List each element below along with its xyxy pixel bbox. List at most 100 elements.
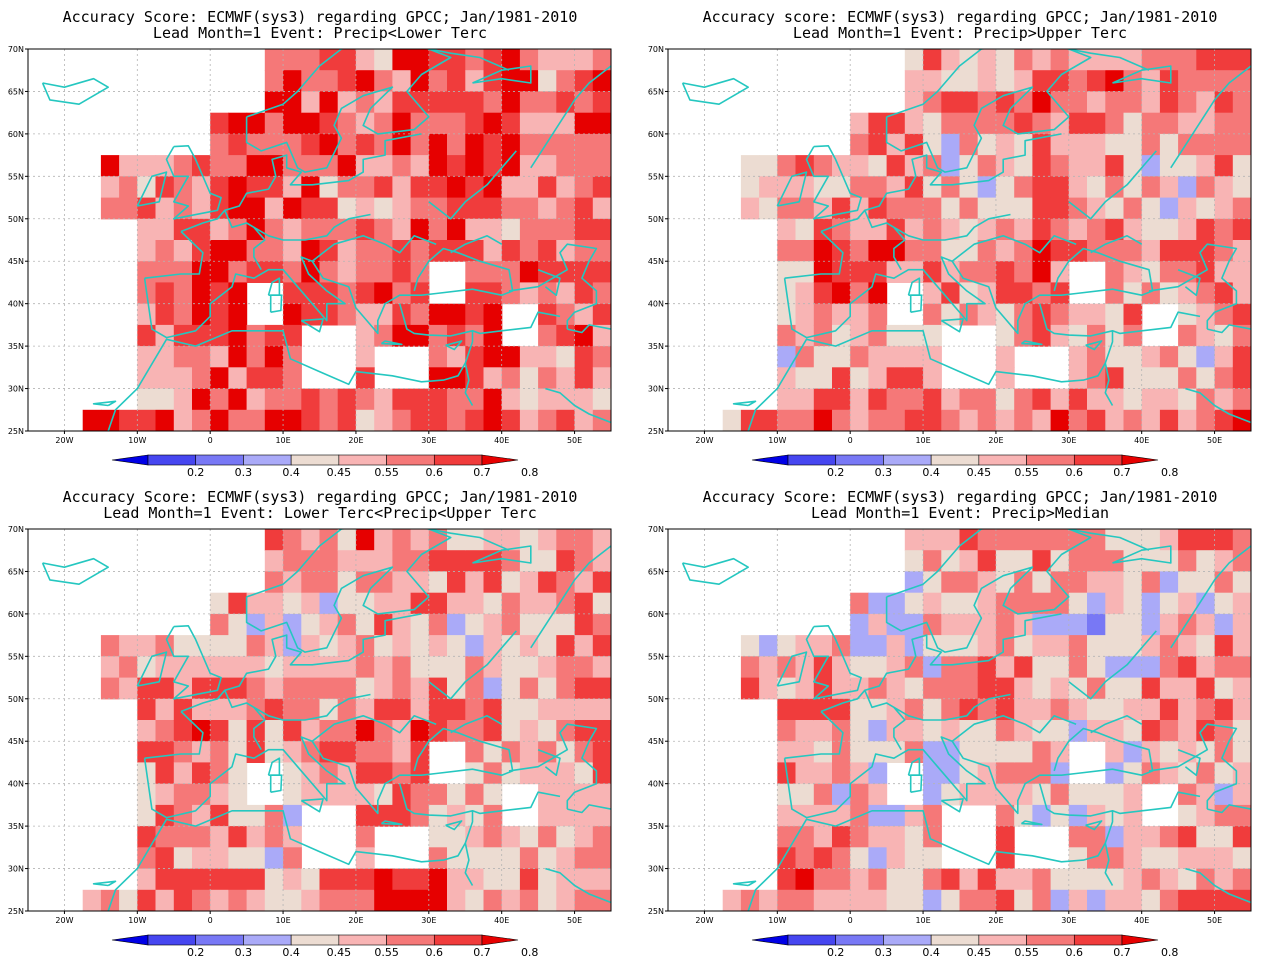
score-cell — [941, 656, 961, 679]
score-cell — [941, 112, 961, 135]
coastline — [445, 820, 463, 831]
colorbar: 0.2 0.3 0.4 0.45 0.55 0.6 0.7 0.8 — [751, 934, 1178, 959]
score-cell — [959, 613, 979, 636]
score-cell — [1141, 409, 1161, 431]
score-cell — [410, 868, 430, 891]
score-cell — [538, 367, 557, 390]
score-cell — [1105, 613, 1125, 636]
score-cell — [283, 112, 302, 135]
score-cell — [447, 571, 466, 594]
score-cell — [465, 388, 485, 411]
score-cell — [283, 133, 302, 156]
score-cell — [740, 656, 760, 679]
colorbar-label: 0.45 — [967, 466, 992, 479]
score-cell — [592, 656, 611, 679]
score-cell — [592, 698, 611, 721]
colorbar-box — [243, 934, 292, 946]
score-cell — [923, 847, 942, 870]
score-cell — [264, 592, 284, 615]
score-cell — [483, 197, 503, 220]
score-cell — [574, 529, 594, 551]
coastline — [747, 303, 1114, 431]
score-cell — [100, 176, 120, 199]
score-cell — [1214, 176, 1234, 199]
coastline — [893, 693, 1011, 721]
score-cell — [850, 635, 869, 657]
score-cell — [283, 324, 302, 347]
score-cell — [337, 133, 357, 156]
score-cell — [374, 868, 393, 891]
score-cell — [283, 240, 302, 262]
score-cell — [1050, 868, 1070, 891]
score-cell — [1105, 282, 1125, 305]
coastline — [1177, 268, 1201, 297]
score-cell — [228, 847, 248, 870]
score-cell — [538, 720, 557, 742]
coastline — [1148, 723, 1238, 810]
score-cell — [1178, 847, 1197, 870]
score-cell — [1141, 218, 1161, 241]
score-cell — [192, 847, 211, 870]
score-cell — [556, 346, 576, 368]
score-cell — [155, 889, 175, 911]
score-cell — [574, 218, 594, 241]
score-cell — [319, 698, 339, 721]
coastline — [567, 804, 611, 814]
score-cell — [813, 889, 833, 911]
score-cell — [410, 677, 430, 700]
score-cell — [977, 741, 997, 763]
score-cell — [192, 868, 211, 891]
coastline — [380, 820, 403, 826]
score-cell — [538, 197, 557, 220]
score-cell — [813, 367, 833, 390]
score-cell — [886, 592, 906, 615]
score-cell — [959, 112, 979, 135]
score-cell — [977, 218, 997, 241]
score-cell — [1050, 49, 1070, 71]
coastline — [92, 880, 117, 887]
score-cell — [264, 367, 284, 390]
colorbar-box — [243, 454, 292, 466]
score-cell — [483, 889, 503, 911]
score-cell — [1105, 112, 1125, 135]
score-cell — [941, 133, 961, 156]
score-cell — [410, 656, 430, 679]
score-cell — [1123, 698, 1143, 721]
score-cell — [574, 613, 594, 636]
score-cell — [155, 762, 175, 785]
score-cell — [137, 388, 157, 411]
score-cell — [1105, 635, 1125, 657]
score-cell — [519, 197, 539, 220]
score-cell — [941, 240, 961, 262]
lat-tick-label: 50N — [648, 215, 664, 224]
score-cell — [1123, 677, 1143, 700]
score-cell — [904, 592, 924, 615]
score-cell — [886, 720, 906, 742]
score-cell — [337, 218, 357, 241]
score-cell — [210, 613, 229, 636]
score-cell — [155, 197, 175, 220]
score-cell — [228, 218, 248, 241]
score-cell — [941, 677, 961, 700]
score-cell — [1050, 324, 1070, 347]
score-cell — [1214, 133, 1234, 156]
coastline — [136, 651, 168, 687]
score-cell — [556, 218, 576, 241]
score-cell — [977, 133, 997, 156]
score-cell — [556, 70, 576, 92]
score-cell — [137, 826, 157, 848]
score-cell — [1032, 550, 1052, 572]
score-cell — [904, 804, 924, 827]
score-cell — [465, 91, 485, 114]
score-cell — [813, 762, 833, 785]
coastline — [1112, 311, 1201, 335]
score-cell — [1159, 635, 1179, 657]
score-cell — [465, 868, 485, 891]
score-cell — [355, 49, 375, 71]
score-cell — [501, 868, 521, 891]
score-cell — [1032, 783, 1052, 806]
coastline — [1170, 65, 1251, 169]
coastline — [784, 710, 844, 759]
score-cell — [519, 176, 539, 199]
score-cell — [1032, 112, 1052, 135]
